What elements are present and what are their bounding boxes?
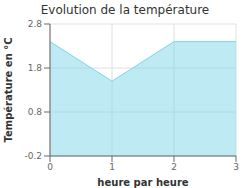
svg-text:2.8: 2.8 [28,20,43,29]
svg-text:Température en °C: Température en °C [8,37,14,142]
svg-text:1: 1 [109,162,115,172]
svg-text:2: 2 [171,162,177,172]
html-text:Evolution de la température: Evolution de la température [40,3,210,17]
svg-text:0.8: 0.8 [28,107,43,117]
svg-text:3: 3 [233,162,239,172]
svg-text:-0.2: -0.2 [24,151,42,161]
svg-text:heure par heure: heure par heure [97,177,188,188]
svg-text:1.8: 1.8 [28,63,43,73]
svg-text:0: 0 [47,162,53,172]
